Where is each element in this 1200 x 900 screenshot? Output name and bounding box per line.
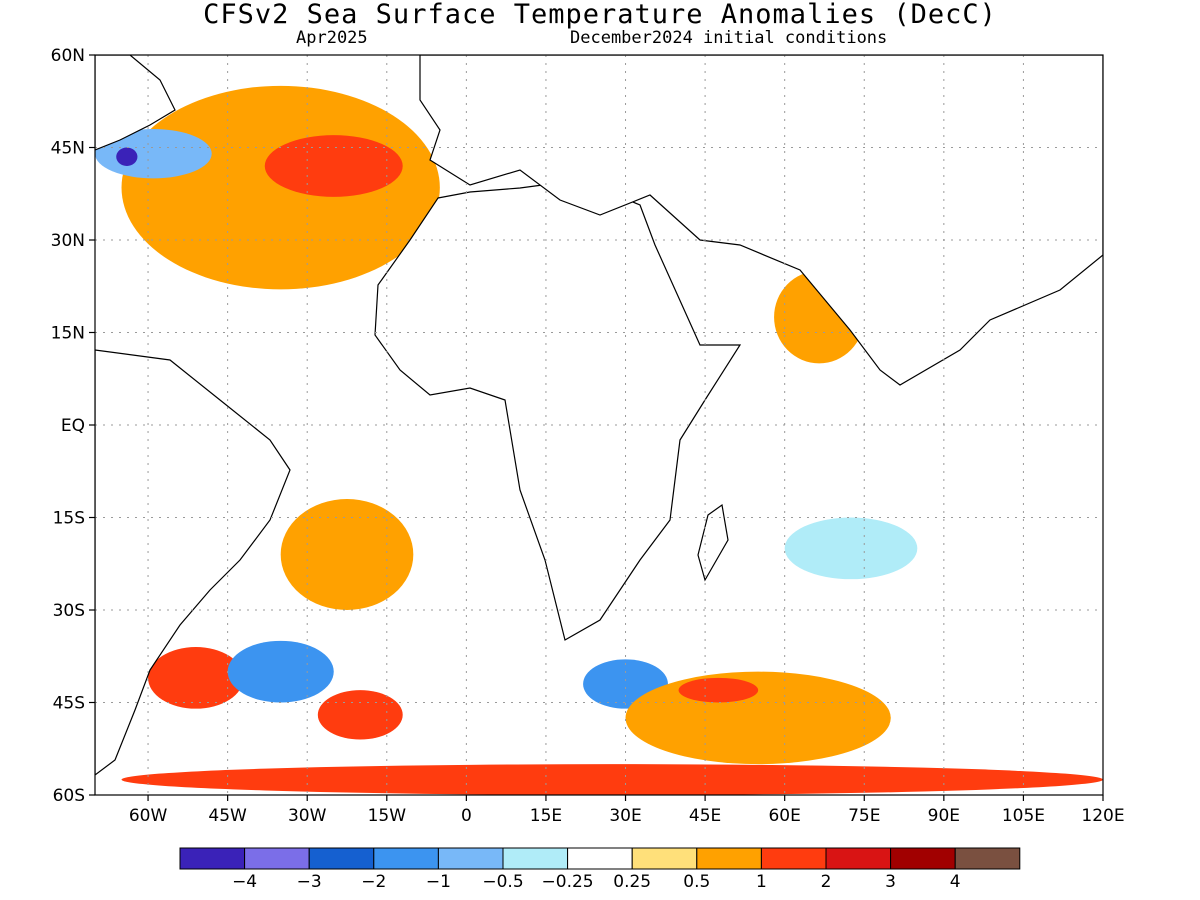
colorbar-swatch [825,847,892,870]
madagascar-outline [697,503,729,582]
colorbar-label: −4 [232,872,257,892]
lon-label: 15E [530,806,562,826]
colorbar: −4 −3 −2 −1 −0.5 −0.25 0.25 0.5 1 2 3 4 [179,847,1021,892]
colorbar-swatch [244,847,310,870]
lon-label: 90E [928,806,960,826]
colorbar-swatch [954,847,1021,870]
longitude-labels: 60W 45W 30W 15W 0 15E 30E 45E 60E 75E 90E 105E 120E [129,795,1125,826]
lat-label: 45S [53,694,85,714]
anomaly-north-atlantic-strong-warm [264,135,403,197]
anomaly-southern-ocean-warm [121,764,1103,795]
initial-conditions-label: December2024 initial conditions [570,28,888,48]
map-title: CFSv2 Sea Surface Temperature Anomalies … [203,0,997,30]
anomaly-shading [95,85,1103,795]
colorbar-swatch [373,847,439,870]
lat-label: 15N [51,324,85,344]
lon-label: 60W [129,806,168,826]
colorbar-swatch [890,847,956,870]
lat-label: 30N [51,231,85,251]
lon-label: 0 [461,806,472,826]
lon-label: 60E [768,806,800,826]
anomaly-indian-cool [784,517,918,580]
colorbar-swatch [567,847,633,870]
colorbar-swatch [308,847,375,870]
lat-label: 45N [51,139,85,159]
lat-label: EQ [61,416,85,436]
colorbar-swatch [437,847,504,870]
anomaly-south-indian-warm [625,671,891,765]
europe-asia-outline [419,55,1103,386]
colorbar-label: 4 [950,872,961,892]
lon-label: 75E [848,806,880,826]
colorbar-swatch [760,847,827,870]
anomaly-nova-scotia-coldest [116,147,138,166]
anomaly-south-atlantic-warm [280,499,414,610]
colorbar-label: −0.25 [542,872,594,892]
colorbar-label: 3 [885,872,896,892]
anomaly-argentine-cold [227,640,334,703]
anomaly-argentine-basin-warm [148,647,244,709]
south-america-outline [95,349,291,776]
lon-label: 15W [368,806,407,826]
colorbar-label: 0.5 [683,872,710,892]
colorbar-label: 1 [756,872,767,892]
anomaly-gulf-stream-cold [95,129,212,179]
lon-label: 45E [689,806,721,826]
colorbar-label: −0.5 [482,872,523,892]
lon-label: 30E [609,806,641,826]
colorbar-label: −2 [361,872,386,892]
colorbar-swatch [502,847,569,870]
lat-label: 15S [53,509,85,529]
latitude-labels: 60N 45N 30N 15N EQ 15S 30S 45S 60S [51,46,95,806]
lat-label: 30S [53,601,85,621]
lat-label: 60N [51,46,85,66]
anomaly-north-atlantic-warm [121,85,440,290]
colorbar-label: −3 [297,872,322,892]
anomaly-south-atlantic-strong-warm [317,690,403,740]
lon-label: 120E [1081,806,1124,826]
colorbar-label: 0.25 [613,872,651,892]
lon-label: 105E [1002,806,1045,826]
lon-label: 45W [208,806,247,826]
lat-label: 60S [53,786,85,806]
valid-month-label: Apr2025 [296,28,368,48]
colorbar-swatch [631,847,698,870]
lon-label: 30W [288,806,327,826]
colorbar-label: 2 [821,872,832,892]
anomaly-south-indian-strong-warm [678,677,759,703]
colorbar-swatch [179,847,246,870]
north-america-outline [95,55,176,151]
colorbar-label: −1 [426,872,451,892]
colorbar-swatch [696,847,762,870]
